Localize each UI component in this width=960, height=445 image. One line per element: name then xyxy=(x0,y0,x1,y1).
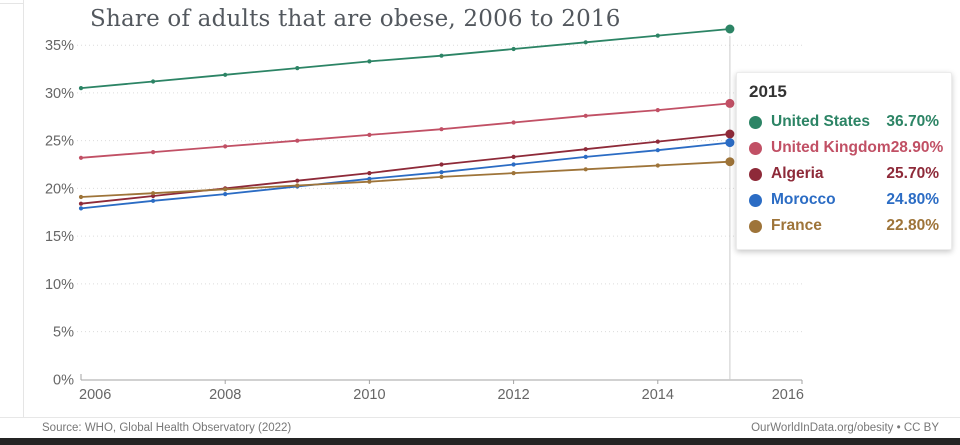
data-point xyxy=(295,183,300,188)
tooltip-row: Morocco 24.80% xyxy=(749,187,939,213)
y-tick-label: 0% xyxy=(53,372,74,388)
y-tick-label: 35% xyxy=(45,38,74,54)
series-line-morocco xyxy=(80,141,730,210)
data-point xyxy=(367,171,372,176)
series-name: United Kingdom xyxy=(771,139,891,156)
data-point xyxy=(367,59,372,64)
data-point xyxy=(511,120,516,125)
series-line-france xyxy=(80,160,730,198)
data-point xyxy=(78,201,84,206)
data-point xyxy=(583,113,588,118)
data-point xyxy=(655,139,660,144)
data-point xyxy=(583,154,588,159)
y-tick-label: 10% xyxy=(45,277,74,293)
data-point-united-states-highlight[interactable] xyxy=(725,24,735,34)
data-point xyxy=(655,163,660,168)
attribution-link[interactable]: OurWorldInData.org/obesity • CC BY xyxy=(751,422,939,434)
tooltip-row: United Kingdom 28.90% xyxy=(749,135,943,161)
data-point xyxy=(223,192,228,197)
frame-left-edge xyxy=(23,0,24,438)
series-line-united-kingdom xyxy=(80,102,730,159)
data-point-united-kingdom-highlight[interactable] xyxy=(725,98,735,108)
series-value: 25.70% xyxy=(886,165,939,182)
tooltip-year: 2015 xyxy=(749,82,787,101)
y-tick-label: 30% xyxy=(45,86,74,102)
y-tick-label: 15% xyxy=(45,229,74,245)
data-point xyxy=(367,132,372,137)
data-point xyxy=(223,144,228,149)
data-point xyxy=(583,147,588,152)
x-tick-label: 2008 xyxy=(209,387,241,403)
data-point xyxy=(367,179,372,184)
data-point xyxy=(78,194,84,200)
series-name: France xyxy=(771,217,822,234)
data-point xyxy=(151,79,156,84)
series-value: 28.90% xyxy=(890,139,944,156)
data-point xyxy=(295,138,300,143)
data-point xyxy=(511,46,516,52)
data-point xyxy=(583,40,588,45)
tooltip-row: United States 36.70% xyxy=(749,109,939,135)
data-point xyxy=(151,191,156,196)
series-color-dot xyxy=(749,219,762,233)
data-point xyxy=(223,187,228,192)
series-line-united-states xyxy=(80,28,730,89)
data-point xyxy=(439,127,444,132)
window-bottom-edge xyxy=(0,438,960,445)
tooltip-rows: United States 36.70% United Kingdom 28.90% A… xyxy=(749,109,943,239)
x-tick-label: 2016 xyxy=(772,387,804,403)
data-point xyxy=(511,162,516,167)
data-point xyxy=(78,86,84,91)
data-point xyxy=(655,33,660,38)
data-point xyxy=(511,154,516,159)
data-point xyxy=(655,148,660,153)
chart-title: Share of adults that are obese, 2006 to … xyxy=(90,6,621,32)
y-tick-label: 20% xyxy=(45,181,74,197)
series-name: United States xyxy=(771,113,871,130)
data-point xyxy=(511,171,516,176)
data-point xyxy=(78,206,84,211)
x-tick-label: 2014 xyxy=(642,387,674,403)
tooltip-row: Algeria 25.70% xyxy=(749,161,939,187)
line-chart[interactable]: 0% 5% 10% 15% 20% 25% 30% 35% 2006 2008 2010 2012 20… xyxy=(0,0,960,417)
series-name: Morocco xyxy=(771,191,836,208)
data-point xyxy=(78,155,84,160)
source-note: Source: WHO, Global Health Observatory (… xyxy=(42,422,292,434)
frame-top-edge xyxy=(0,3,23,4)
series-value: 24.80% xyxy=(886,191,939,208)
series-color-dot xyxy=(749,167,762,181)
data-point xyxy=(367,176,372,181)
x-tick-label: 2012 xyxy=(497,387,529,403)
tooltip-row: France 22.80% xyxy=(749,213,939,239)
data-point xyxy=(439,162,444,167)
data-point-france-highlight[interactable] xyxy=(725,157,735,167)
series-color-dot xyxy=(749,115,762,129)
data-point xyxy=(439,174,444,179)
data-point-morocco-highlight[interactable] xyxy=(725,138,735,148)
hover-tooltip: 2015 United States 36.70% United Kingdom 28… xyxy=(736,72,952,250)
x-tick-label: 2006 xyxy=(79,387,111,403)
y-tick-label: 25% xyxy=(45,134,74,150)
data-point xyxy=(295,178,300,183)
series-value: 22.80% xyxy=(886,217,939,234)
data-point xyxy=(439,170,444,175)
x-tick-label: 2010 xyxy=(353,387,385,403)
series-line-algeria xyxy=(80,133,730,205)
data-point-algeria-highlight[interactable] xyxy=(725,129,735,139)
data-point xyxy=(223,72,228,77)
data-point xyxy=(151,198,156,203)
data-point xyxy=(151,150,156,155)
chart-footer: Source: WHO, Global Health Observatory (… xyxy=(0,417,960,438)
data-point xyxy=(439,53,444,58)
y-tick-label: 5% xyxy=(53,325,74,341)
series-name: Algeria xyxy=(771,165,824,182)
series-color-dot xyxy=(749,141,762,155)
series-value: 36.70% xyxy=(886,113,939,130)
data-point xyxy=(583,167,588,172)
series-color-dot xyxy=(749,193,762,207)
data-point xyxy=(295,66,300,71)
data-point xyxy=(655,108,660,113)
